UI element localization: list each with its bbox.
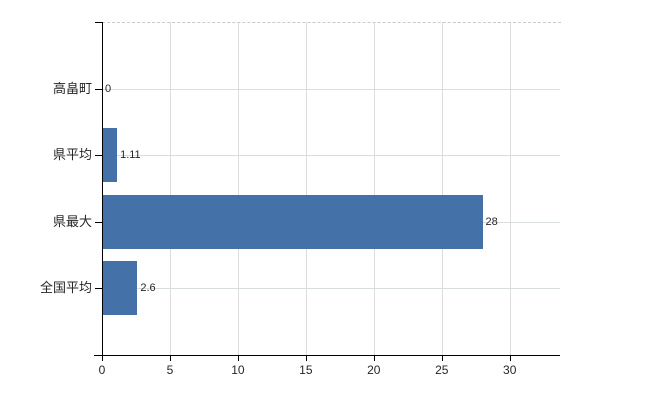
vertical-gridline [441,22,443,355]
y-axis-tick [95,88,102,90]
x-tick-label: 20 [367,363,381,377]
x-tick-label: 10 [231,363,245,377]
x-tick-label: 25 [435,363,449,377]
x-tick-label: 5 [166,363,174,377]
value-label: 1.11 [120,149,141,162]
vertical-gridline [509,22,511,355]
horizontal-gridline [102,288,560,290]
horizontal-gridline [102,88,560,90]
y-axis-top-tick [95,22,102,23]
y-axis-tick [95,221,102,223]
x-axis-tick [373,355,375,361]
x-axis-tick [509,355,511,361]
category-label: 全国平均 [39,280,92,296]
x-axis-tick [237,355,239,361]
y-axis-tick [95,288,102,290]
value-label: 0 [105,82,112,95]
x-axis-tick [102,355,103,361]
bar [102,194,483,249]
x-axis-tick [305,355,307,361]
category-label: 県最大 [52,213,92,229]
value-label: 2.6 [140,282,156,295]
vertical-gridline [237,22,239,355]
x-tick-label: 15 [299,363,313,377]
value-label: 28 [485,215,498,228]
category-label: 県平均 [52,147,92,163]
bar [102,128,118,183]
category-label: 高畠町 [52,80,92,96]
x-axis-tick [441,355,443,361]
vertical-gridline [373,22,375,355]
y-axis-line [102,22,103,356]
x-axis-line [94,355,560,356]
x-axis-tick [169,355,171,361]
vertical-gridline [169,22,171,355]
y-axis-tick [95,155,102,157]
x-tick-label: 0 [98,363,106,377]
horizontal-gridline [102,155,560,157]
vertical-gridline [305,22,307,355]
bar [102,261,138,316]
plot-top-border [102,22,561,23]
x-tick-label: 30 [503,363,517,377]
